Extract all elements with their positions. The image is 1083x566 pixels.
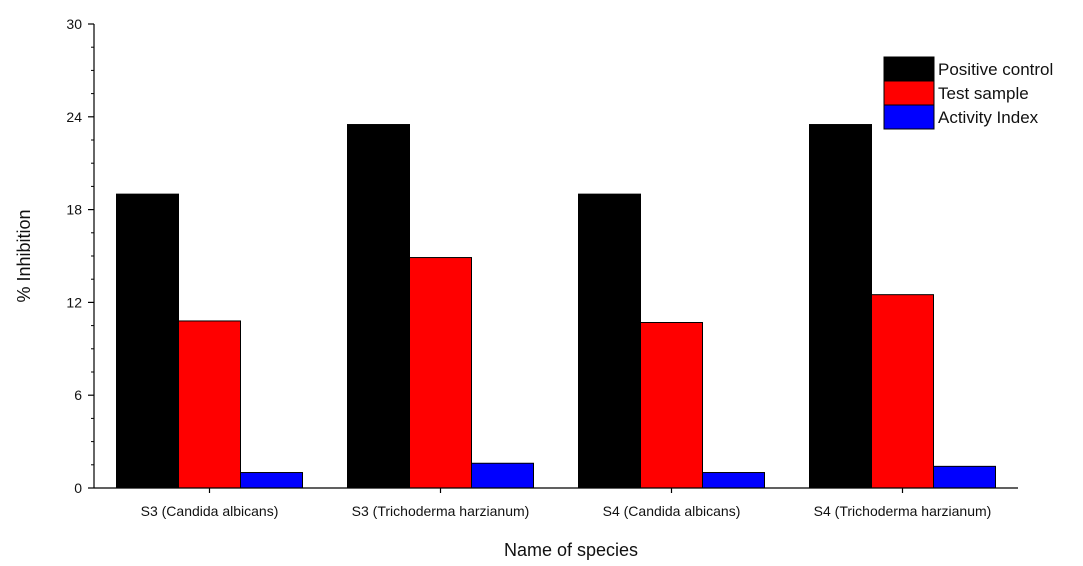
bar-test-sample (409, 257, 472, 489)
y-tick-label: 12 (66, 294, 82, 310)
bar-positive-control (347, 124, 410, 489)
bar-activity-index (933, 465, 996, 489)
bar-positive-control (116, 193, 179, 489)
x-category-label: S4 (Trichoderma harzianum) (814, 503, 992, 519)
legend-label: Activity Index (938, 108, 1039, 127)
legend: Positive control Test sample Activity Inde… (883, 56, 1053, 130)
y-ticks: 0 6 12 18 24 30 (66, 16, 94, 496)
bar-test-sample (178, 320, 241, 489)
bar-positive-control (809, 124, 872, 489)
legend-label: Test sample (938, 84, 1029, 103)
legend-swatch (883, 104, 935, 130)
y-axis-title: % Inhibition (14, 209, 34, 302)
x-category-label: S3 (Trichoderma harzianum) (352, 503, 530, 519)
x-category-label: S4 (Candida albicans) (603, 503, 741, 519)
bar-test-sample (640, 322, 703, 489)
y-tick-label: 18 (66, 202, 82, 218)
bar-activity-index (240, 472, 303, 489)
legend-swatch (883, 56, 935, 82)
bars-layer (116, 124, 996, 489)
bar-positive-control (578, 193, 641, 489)
bar-activity-index (702, 472, 765, 489)
y-tick-label: 30 (66, 16, 82, 32)
x-axis-title: Name of species (504, 540, 638, 560)
bar-activity-index (471, 462, 534, 489)
y-tick-label: 24 (66, 109, 82, 125)
y-tick-label: 0 (74, 480, 82, 496)
legend-label: Positive control (938, 60, 1053, 79)
x-ticks: S3 (Candida albicans) S3 (Trichoderma har… (141, 488, 992, 519)
bar-test-sample (871, 294, 934, 489)
y-tick-label: 6 (74, 387, 82, 403)
x-category-label: S3 (Candida albicans) (141, 503, 279, 519)
legend-swatch (883, 80, 935, 106)
